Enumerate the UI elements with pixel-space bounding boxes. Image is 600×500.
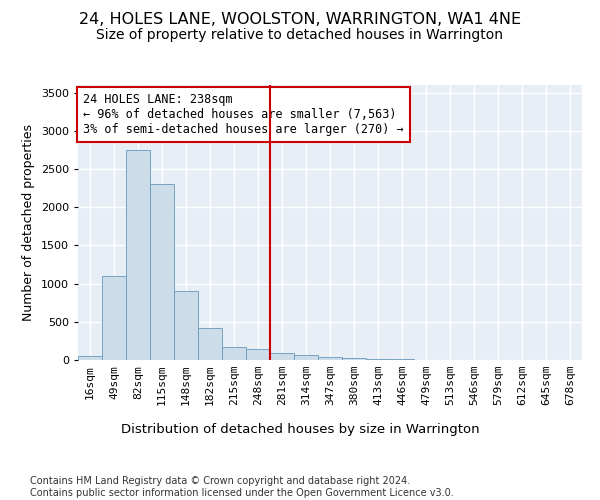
Text: Contains HM Land Registry data © Crown copyright and database right 2024.
Contai: Contains HM Land Registry data © Crown c… <box>30 476 454 498</box>
Bar <box>126 150 150 360</box>
Y-axis label: Number of detached properties: Number of detached properties <box>22 124 35 321</box>
Bar <box>150 184 174 360</box>
Bar <box>246 348 270 360</box>
Bar <box>342 358 366 360</box>
Text: Distribution of detached houses by size in Warrington: Distribution of detached houses by size … <box>121 422 479 436</box>
Bar <box>294 356 318 360</box>
Text: Size of property relative to detached houses in Warrington: Size of property relative to detached ho… <box>97 28 503 42</box>
Text: 24, HOLES LANE, WOOLSTON, WARRINGTON, WA1 4NE: 24, HOLES LANE, WOOLSTON, WARRINGTON, WA… <box>79 12 521 28</box>
Bar <box>174 291 198 360</box>
Bar <box>366 359 390 360</box>
Bar <box>318 356 342 360</box>
Bar <box>102 276 126 360</box>
Bar <box>78 356 102 360</box>
Bar <box>198 328 222 360</box>
Text: 24 HOLES LANE: 238sqm
← 96% of detached houses are smaller (7,563)
3% of semi-de: 24 HOLES LANE: 238sqm ← 96% of detached … <box>83 93 404 136</box>
Bar <box>270 353 294 360</box>
Bar <box>390 359 414 360</box>
Bar <box>222 348 246 360</box>
